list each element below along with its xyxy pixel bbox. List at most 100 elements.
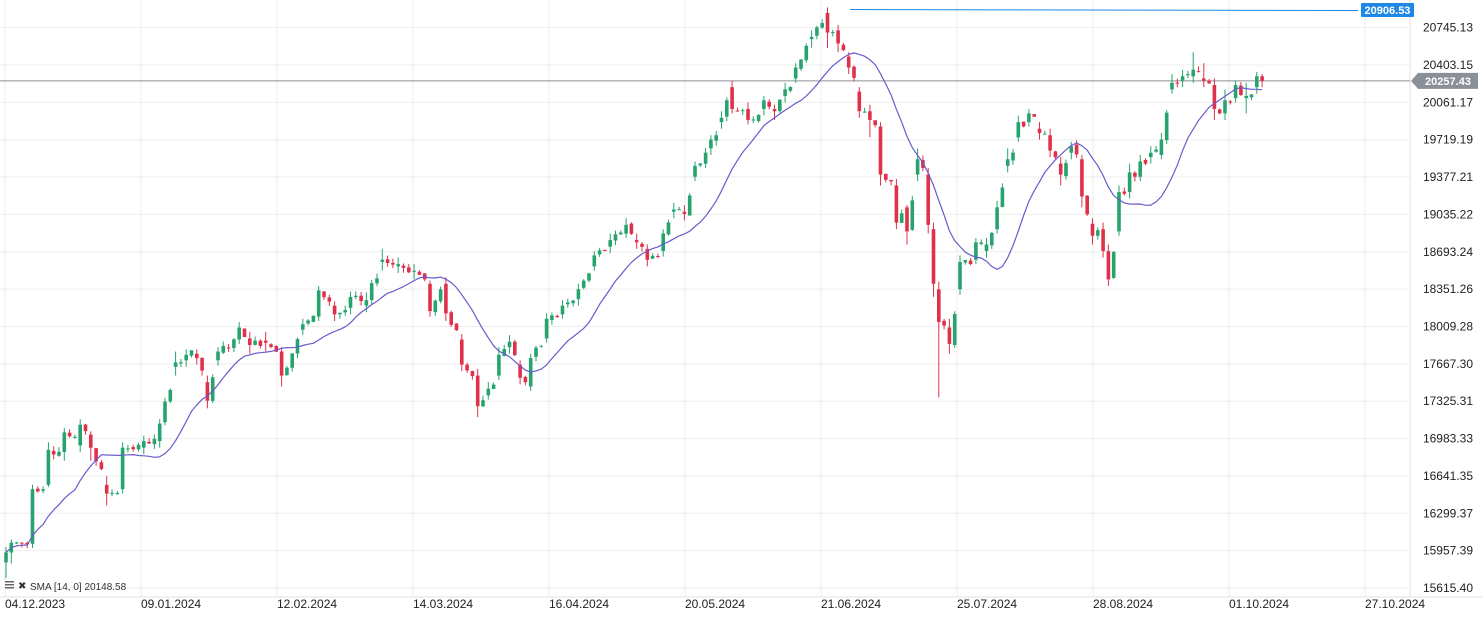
candle-up xyxy=(576,289,581,300)
settings-icon[interactable] xyxy=(5,581,14,583)
candle-down xyxy=(1239,85,1243,96)
candle-up xyxy=(756,114,761,122)
y-tick-label: 16299.37 xyxy=(1423,506,1473,520)
candle-up xyxy=(311,315,316,322)
candle-down xyxy=(1122,191,1127,194)
candle-up xyxy=(608,240,612,247)
candle-up xyxy=(650,255,655,259)
close-indicator-icon[interactable]: ✖ xyxy=(18,581,26,592)
candle-up xyxy=(1016,122,1021,138)
candle-up xyxy=(380,259,385,262)
candle-up xyxy=(666,222,671,235)
y-tick-label: 19719.19 xyxy=(1423,133,1473,147)
candle-down xyxy=(857,91,862,112)
candle-up xyxy=(1127,172,1132,193)
candle-down xyxy=(454,323,459,331)
x-tick-label: 21.06.2024 xyxy=(821,597,881,611)
candle-down xyxy=(200,357,204,371)
candle-down xyxy=(926,174,930,225)
candle-down xyxy=(25,542,29,545)
high-price-badge[interactable] xyxy=(1361,3,1414,17)
candle-up xyxy=(958,261,962,290)
candle-up xyxy=(560,305,565,315)
candle-up xyxy=(984,244,989,252)
candle-up xyxy=(1154,149,1158,152)
candle-down xyxy=(1053,151,1058,158)
candle-down xyxy=(359,295,363,301)
high-price-badge-text: 20906.53 xyxy=(1365,5,1411,17)
y-tick-label: 19035.22 xyxy=(1423,207,1473,221)
candle-down xyxy=(523,376,528,383)
candle-up xyxy=(544,318,549,339)
candle-up xyxy=(1249,94,1254,98)
candle-up xyxy=(502,348,506,357)
candle-up xyxy=(1117,192,1121,232)
candle-up xyxy=(974,242,978,260)
candle-up xyxy=(57,451,61,456)
candle-up xyxy=(338,312,342,315)
candle-down xyxy=(878,126,883,175)
candle-up xyxy=(1027,113,1031,123)
candle-up xyxy=(136,444,141,450)
candle-up xyxy=(1000,187,1005,207)
candle-down xyxy=(274,346,279,352)
candle-down xyxy=(682,211,687,214)
candle-up xyxy=(709,139,713,149)
candle-up xyxy=(507,341,512,348)
candle-down xyxy=(147,441,151,444)
candle-up xyxy=(740,110,745,112)
candle-down xyxy=(1196,71,1201,73)
candle-up xyxy=(301,324,305,330)
candle-down xyxy=(836,30,840,44)
candle-up xyxy=(46,449,51,485)
candle-up xyxy=(1223,100,1227,114)
sma-indicator-label: SMA [14, 0] 20148.58 xyxy=(30,582,127,593)
candle-up xyxy=(613,234,618,241)
candle-up xyxy=(163,401,167,423)
candle-down xyxy=(89,434,93,448)
candle-up xyxy=(433,300,438,313)
candle-down xyxy=(94,448,98,462)
candle-up xyxy=(804,45,809,61)
candle-up xyxy=(597,250,602,255)
candle-down xyxy=(470,371,475,377)
x-tick-label: 28.08.2024 xyxy=(1093,597,1153,611)
candle-up xyxy=(481,400,485,407)
y-tick-label: 18693.24 xyxy=(1423,245,1473,259)
candle-down xyxy=(1175,82,1180,84)
y-tick-label: 15615.40 xyxy=(1423,581,1473,595)
candle-up xyxy=(157,423,162,442)
candle-up xyxy=(1244,95,1248,99)
candle-up xyxy=(232,339,236,349)
candle-up xyxy=(762,100,766,110)
candle-up xyxy=(566,302,570,305)
y-tick-label: 16983.33 xyxy=(1423,432,1473,446)
candle-down xyxy=(226,347,231,349)
candle-down xyxy=(20,542,24,544)
candle-down xyxy=(465,364,469,371)
x-tick-label: 27.10.2024 xyxy=(1365,597,1425,611)
candle-down xyxy=(873,120,877,126)
candle-up xyxy=(285,367,289,376)
candle-down xyxy=(67,432,72,437)
candle-up xyxy=(1064,163,1068,177)
candle-up xyxy=(62,432,67,453)
candle-up xyxy=(120,447,125,490)
candle-down xyxy=(555,316,559,318)
candle-down xyxy=(905,207,909,232)
candle-down xyxy=(1217,109,1222,114)
candle-up xyxy=(348,296,353,308)
candle-down xyxy=(825,12,830,33)
candle-up xyxy=(343,310,347,313)
candle-down xyxy=(746,109,750,120)
candle-up xyxy=(179,362,183,364)
current-price-badge xyxy=(1411,72,1478,89)
candle-up xyxy=(412,270,416,272)
candle-down xyxy=(894,185,899,223)
high-level-line[interactable] xyxy=(849,9,1359,11)
candle-up xyxy=(963,260,968,263)
y-tick-label: 15957.39 xyxy=(1423,544,1473,558)
candle-down xyxy=(772,109,777,112)
candle-up xyxy=(788,87,793,91)
